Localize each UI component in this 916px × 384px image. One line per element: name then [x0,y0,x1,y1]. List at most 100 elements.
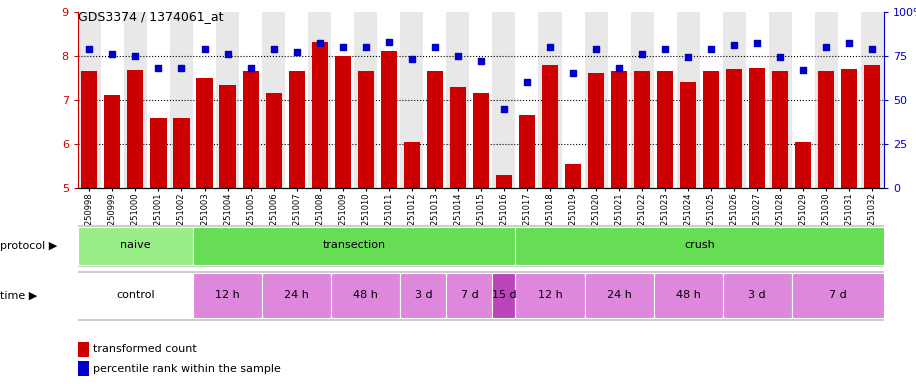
Bar [124,12,147,188]
Bar [584,12,607,188]
Bar [565,164,581,188]
Bar [769,12,791,188]
Bar [518,115,535,188]
Point [174,65,189,71]
Point [474,58,488,64]
Bar [861,12,884,188]
Bar [493,273,516,318]
Bar [841,69,857,188]
Bar [170,12,193,188]
Bar [285,12,308,188]
Point [819,44,834,50]
Point [381,38,396,45]
Bar [542,65,558,188]
Point [335,44,350,50]
Point [566,70,581,76]
Bar [193,227,516,265]
Bar [680,82,696,188]
Point [796,67,811,73]
Point [128,53,143,59]
Text: time ▶: time ▶ [0,291,38,301]
Bar [700,12,723,188]
Bar [726,69,742,188]
Bar [865,65,880,188]
Bar [266,93,282,188]
Bar [634,71,650,188]
Bar [404,142,420,188]
Bar [818,71,834,188]
Bar [354,12,377,188]
Bar [427,71,443,188]
Bar [607,12,630,188]
Bar [516,227,884,265]
Text: 12 h: 12 h [538,290,562,300]
Bar [795,142,812,188]
Bar [400,12,423,188]
Point [727,42,742,48]
Bar [332,12,354,188]
Bar [150,118,167,188]
Point [589,46,604,52]
Bar [82,71,97,188]
Bar [588,73,605,188]
Point [289,49,304,55]
Bar [220,85,235,188]
Bar [749,68,766,188]
Text: 3 d: 3 d [415,290,432,300]
Text: GDS3374 / 1374061_at: GDS3374 / 1374061_at [78,10,224,23]
Point [405,56,420,62]
Point [865,46,879,52]
Bar [516,273,584,318]
Bar [496,175,512,188]
Point [197,46,212,52]
Bar [262,12,285,188]
Bar [357,71,374,188]
Bar [723,12,746,188]
Bar [723,273,791,318]
Bar [703,71,719,188]
Bar [654,12,677,188]
Bar [78,227,193,265]
Point [220,51,234,57]
Point [428,44,442,50]
Point [635,51,649,57]
Text: control: control [116,290,155,300]
Bar [196,78,213,188]
Bar [101,12,124,188]
Bar [78,12,101,188]
Point [496,106,511,112]
Text: transection: transection [322,240,386,250]
Text: 12 h: 12 h [215,290,240,300]
Point [244,65,258,71]
Point [542,44,557,50]
Point [82,46,97,52]
Bar [838,12,861,188]
Bar [377,12,400,188]
Bar [746,12,769,188]
Bar [791,12,815,188]
Text: 48 h: 48 h [354,290,378,300]
Point [842,40,856,46]
Text: 15 d: 15 d [492,290,517,300]
Point [703,46,718,52]
Bar [127,70,144,188]
Point [358,44,373,50]
Text: 7 d: 7 d [829,290,846,300]
Bar [400,273,446,318]
Point [681,55,695,61]
Bar [562,12,584,188]
Bar [446,273,493,318]
Bar [815,12,838,188]
Text: percentile rank within the sample: percentile rank within the sample [93,364,280,374]
Point [612,65,627,71]
Point [451,53,465,59]
Point [750,40,765,46]
Bar [193,273,262,318]
Bar [147,12,170,188]
Point [105,51,120,57]
Bar [584,273,654,318]
Text: 3 d: 3 d [748,290,766,300]
Text: 24 h: 24 h [606,290,631,300]
Text: 24 h: 24 h [284,290,309,300]
Text: naive: naive [120,240,151,250]
